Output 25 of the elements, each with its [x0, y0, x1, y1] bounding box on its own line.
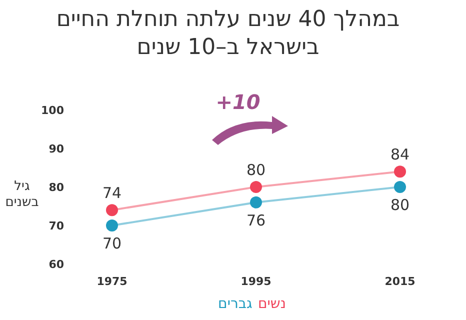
data-label: 80	[246, 161, 266, 179]
y-axis-title: גיל בשנים	[5, 179, 39, 210]
y-tick-label: 80	[48, 181, 64, 194]
data-label: 84	[390, 146, 410, 164]
y-tick-label: 100	[41, 104, 64, 117]
data-label: 76	[246, 211, 266, 230]
y-tick-label: 60	[48, 258, 64, 271]
point	[394, 166, 406, 178]
x-tick-label: 1995	[240, 275, 272, 288]
annotation: +10	[216, 90, 260, 114]
text: גברים	[218, 296, 252, 312]
point	[106, 204, 118, 216]
point	[250, 196, 262, 208]
point	[106, 220, 118, 232]
point	[250, 181, 262, 193]
data-label: 70	[102, 234, 122, 252]
point	[394, 181, 406, 193]
chart-title: במהלך 40 שנים עלתה תוחלת החיים בישראל ב–10 שנים	[56, 7, 400, 60]
text: נשים	[258, 296, 286, 312]
y-tick-label: 90	[48, 142, 64, 156]
x-tick-label: 2015	[384, 275, 416, 288]
x-tick-label: 1975	[96, 275, 128, 288]
data-label: 74	[102, 184, 122, 202]
y-tick-label: 70	[48, 220, 64, 232]
data-label: 80	[390, 196, 410, 214]
